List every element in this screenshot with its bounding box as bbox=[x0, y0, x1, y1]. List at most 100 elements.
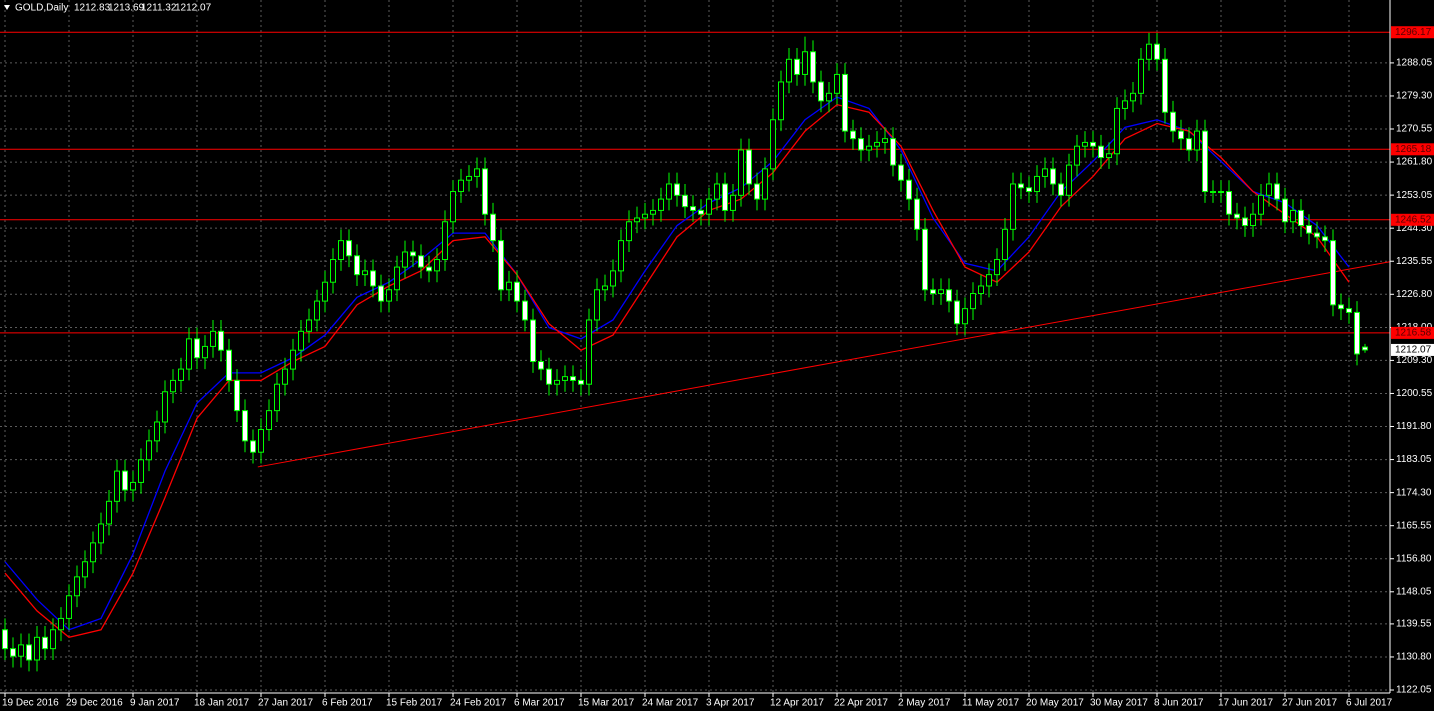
candle-body bbox=[410, 251, 416, 257]
candle-body bbox=[1242, 217, 1248, 227]
candle-body bbox=[610, 270, 616, 287]
candle-body bbox=[794, 58, 800, 75]
candle-body bbox=[746, 149, 752, 185]
candle-body bbox=[138, 459, 144, 483]
candle-body bbox=[1018, 183, 1024, 189]
candle-body bbox=[130, 481, 136, 491]
x-tick-label: 17 Jun 2017 bbox=[1218, 698, 1273, 709]
candle-body bbox=[754, 183, 760, 200]
candle-body bbox=[850, 130, 856, 140]
x-tick-label: 12 Apr 2017 bbox=[770, 698, 824, 709]
y-tick-label: 1130.80 bbox=[1396, 652, 1432, 663]
candle-body bbox=[730, 194, 736, 211]
menu-triangle[interactable] bbox=[4, 5, 10, 10]
candle-body bbox=[1186, 138, 1192, 151]
candle-body bbox=[114, 470, 120, 502]
candle-body bbox=[202, 345, 208, 359]
candle-body bbox=[314, 300, 320, 321]
candle-body bbox=[802, 51, 808, 75]
candle-body bbox=[1226, 191, 1232, 215]
candle-body bbox=[2, 629, 8, 650]
candle-body bbox=[994, 259, 1000, 276]
y-tick-label: 1270.55 bbox=[1396, 124, 1433, 135]
level-label-box bbox=[1391, 326, 1434, 339]
level-label: 1265.18 bbox=[1395, 144, 1432, 155]
candle-body bbox=[1178, 130, 1184, 140]
candle-body bbox=[434, 259, 440, 272]
candle-body bbox=[570, 376, 576, 381]
candle-body bbox=[290, 349, 296, 370]
candle-body bbox=[890, 138, 896, 166]
level-label: 1246.52 bbox=[1395, 214, 1432, 225]
y-tick-label: 1209.30 bbox=[1396, 355, 1433, 366]
candle-body bbox=[1258, 194, 1264, 215]
candle-body bbox=[370, 270, 376, 287]
candle-body bbox=[986, 274, 992, 287]
candle-body bbox=[818, 81, 824, 102]
candle-body bbox=[426, 266, 432, 272]
candle-body bbox=[1098, 145, 1104, 159]
x-tick-label: 6 Mar 2017 bbox=[514, 698, 565, 709]
candle-body bbox=[618, 240, 624, 272]
candle-body bbox=[418, 255, 424, 268]
candle-body bbox=[874, 141, 880, 147]
y-tick-label: 1174.30 bbox=[1396, 487, 1432, 498]
candle-body bbox=[226, 349, 232, 381]
candle-body bbox=[162, 391, 168, 423]
candle-body bbox=[946, 289, 952, 302]
candle-body bbox=[58, 617, 64, 631]
candle-body bbox=[882, 138, 888, 143]
candle-body bbox=[706, 198, 712, 215]
candle-body bbox=[1202, 130, 1208, 193]
candle-body bbox=[930, 289, 936, 295]
candle-body bbox=[442, 221, 448, 261]
x-tick-label: 20 May 2017 bbox=[1026, 698, 1084, 709]
y-tick-label: 1191.80 bbox=[1396, 421, 1432, 432]
x-tick-label: 6 Jul 2017 bbox=[1346, 698, 1393, 709]
y-tick-label: 1253.05 bbox=[1396, 190, 1433, 201]
candle-body bbox=[474, 168, 480, 177]
candle-body bbox=[866, 145, 872, 151]
candle-body bbox=[626, 221, 632, 242]
x-tick-label: 22 Apr 2017 bbox=[834, 698, 888, 709]
y-tick-label: 1139.55 bbox=[1396, 619, 1432, 630]
y-tick-label: 1122.05 bbox=[1396, 685, 1432, 696]
candle-body bbox=[842, 73, 848, 132]
candle-body bbox=[690, 206, 696, 211]
candle-body bbox=[762, 168, 768, 200]
candle-body bbox=[554, 379, 560, 385]
candle-body bbox=[1234, 213, 1240, 219]
y-tick-label: 1235.55 bbox=[1396, 256, 1433, 267]
header-low: 1211.32 bbox=[141, 3, 177, 14]
y-tick-label: 1156.80 bbox=[1396, 553, 1432, 564]
candle-body bbox=[1250, 213, 1256, 227]
candle-body bbox=[34, 636, 40, 661]
candle-body bbox=[1162, 58, 1168, 113]
candle-body bbox=[1306, 225, 1312, 234]
y-tick-label: 1244.30 bbox=[1396, 223, 1433, 234]
candle-body bbox=[602, 285, 608, 291]
x-tick-label: 29 Dec 2016 bbox=[66, 698, 123, 709]
candle-body bbox=[1274, 183, 1280, 200]
x-tick-label: 8 Jun 2017 bbox=[1154, 698, 1204, 709]
candle-body bbox=[906, 179, 912, 200]
candle-body bbox=[1282, 198, 1288, 223]
x-tick-label: 24 Mar 2017 bbox=[642, 698, 699, 709]
candle-body bbox=[1146, 43, 1152, 60]
price-label-box bbox=[1391, 343, 1434, 356]
candle-body bbox=[146, 440, 152, 461]
x-tick-label: 27 Jun 2017 bbox=[1282, 698, 1337, 709]
chart-title: GOLD,Daily bbox=[15, 3, 68, 14]
x-tick-label: 24 Feb 2017 bbox=[450, 698, 507, 709]
candle-body bbox=[98, 523, 104, 544]
candle-body bbox=[578, 379, 584, 385]
candle-body bbox=[1058, 183, 1064, 196]
candle-body bbox=[1218, 191, 1224, 194]
candle-body bbox=[722, 183, 728, 211]
candle-body bbox=[858, 138, 864, 151]
candle-body bbox=[1050, 168, 1056, 185]
candle-body bbox=[1338, 304, 1344, 310]
candle-body bbox=[1314, 232, 1320, 238]
y-tick-label: 1148.05 bbox=[1396, 586, 1432, 597]
candle-body bbox=[50, 629, 56, 650]
